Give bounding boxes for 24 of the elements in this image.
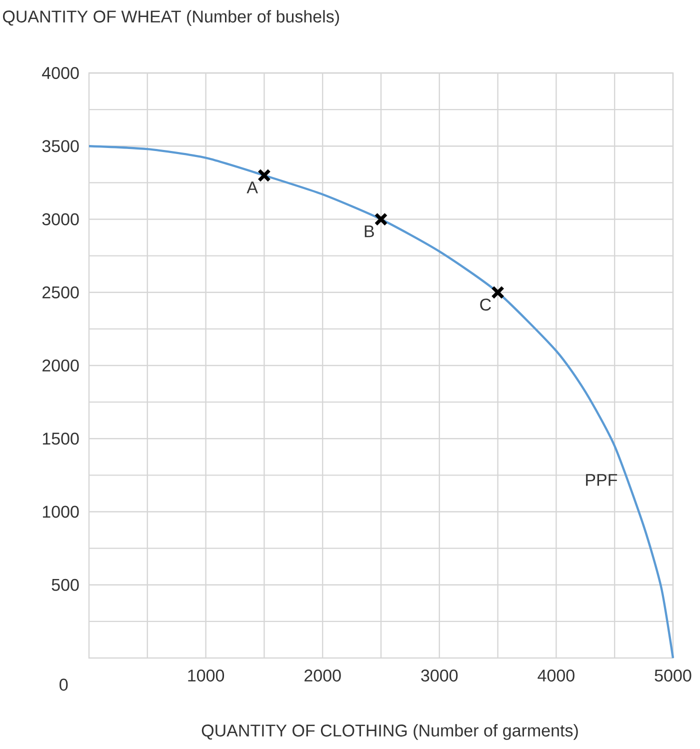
text: 0: [60, 678, 68, 691]
annotation: C: [480, 298, 491, 311]
annotation: A: [246, 182, 258, 194]
x-tick-label: 2000: [304, 670, 341, 682]
line-series: [88, 145, 674, 660]
point: [491, 286, 504, 300]
y-tick-label: 1000: [42, 506, 79, 518]
y-tick-label: 3500: [42, 140, 79, 152]
y-tick-label: 2500: [42, 286, 79, 298]
point: [374, 212, 388, 226]
y-tick-label: 2000: [42, 359, 79, 372]
y-tick-label: 1500: [42, 432, 79, 445]
point: [258, 168, 271, 182]
y-tick-label: 3000: [42, 213, 79, 226]
x-axis-title: QUANTITY OF CLOTHING (Number of garments): [202, 724, 578, 740]
y-tick-label: 500: [52, 578, 79, 591]
x-tick-label: 1000: [188, 670, 224, 682]
x-tick-label: 5000: [654, 670, 692, 682]
x-tick-label: 3000: [421, 670, 458, 682]
y-axis-title: QUANTITY OF WHEAT (Number of bushels): [3, 10, 339, 26]
annotation: B: [364, 225, 374, 238]
y-tick-label: 4000: [42, 66, 79, 80]
annotation: PPF: [586, 474, 618, 486]
x-tick-label: 4000: [538, 670, 574, 682]
